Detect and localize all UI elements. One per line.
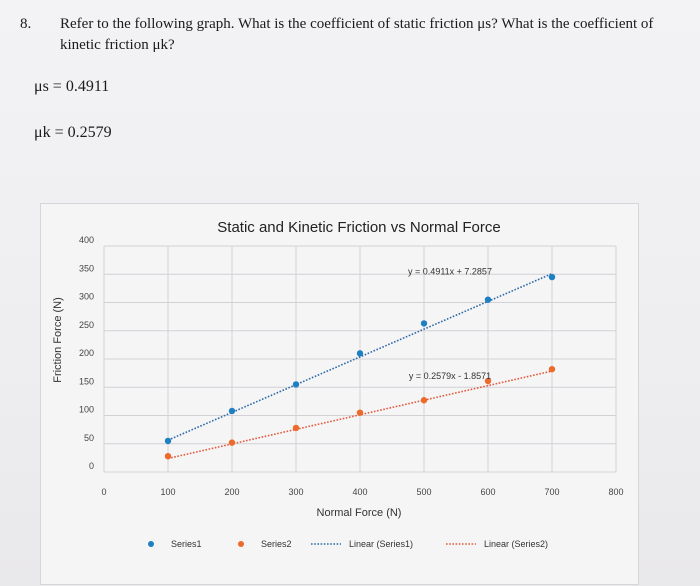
legend-marker	[238, 541, 244, 547]
data-point	[420, 397, 428, 404]
chart-svg: Static and Kinetic Friction vs Normal Fo…	[52, 219, 624, 549]
trendline	[167, 272, 553, 441]
data-point	[292, 381, 300, 388]
legend-marker	[148, 541, 154, 547]
data-point	[548, 365, 556, 373]
y-tick-label: 400	[79, 235, 94, 245]
x-tick-label: 500	[416, 487, 431, 497]
trendline-equation: y = 0.4911x + 7.2857	[408, 266, 492, 276]
data-point	[420, 320, 428, 327]
friction-chart: Static and Kinetic Friction vs Normal Fo…	[40, 203, 639, 585]
data-point	[548, 273, 556, 281]
legend-label: Series2	[261, 539, 292, 549]
data-point	[164, 452, 172, 460]
legend-label: Linear (Series2)	[484, 539, 548, 549]
data-point	[228, 407, 236, 415]
y-tick-label: 0	[89, 461, 94, 471]
static-friction-answer: μs = 0.4911	[34, 78, 110, 95]
y-tick-label: 250	[79, 320, 94, 330]
x-tick-label: 400	[352, 487, 367, 497]
y-tick-label: 350	[79, 263, 94, 273]
chart-title: Static and Kinetic Friction vs Normal Fo…	[217, 219, 500, 236]
y-tick-label: 300	[79, 292, 94, 302]
data-point	[228, 439, 236, 446]
x-tick-label: 200	[224, 487, 239, 497]
x-tick-label: 100	[160, 487, 175, 497]
data-point	[356, 409, 364, 416]
question-number: 8.	[20, 16, 32, 32]
y-tick-label: 50	[84, 433, 94, 443]
data-point	[484, 377, 492, 385]
x-tick-label: 700	[544, 487, 559, 497]
data-point	[292, 424, 300, 432]
legend-label: Series1	[171, 539, 202, 549]
data-point	[484, 296, 492, 303]
y-tick-label: 100	[79, 405, 94, 415]
y-axis-label: Friction Force (N)	[52, 297, 64, 383]
x-axis-label: Normal Force (N)	[317, 507, 402, 519]
kinetic-friction-answer: μk = 0.2579	[34, 124, 112, 141]
y-tick-label: 200	[79, 348, 94, 358]
trendline-equation: y = 0.2579x - 1.8571	[409, 371, 491, 381]
x-tick-label: 800	[608, 487, 623, 497]
data-point	[356, 350, 364, 357]
question-text: Refer to the following graph. What is th…	[60, 16, 654, 53]
y-tick-label: 150	[79, 376, 94, 386]
legend-label: Linear (Series1)	[349, 539, 413, 549]
x-tick-label: 600	[480, 487, 495, 497]
x-tick-label: 0	[101, 487, 106, 497]
x-tick-label: 300	[288, 487, 303, 497]
data-point	[164, 437, 172, 445]
